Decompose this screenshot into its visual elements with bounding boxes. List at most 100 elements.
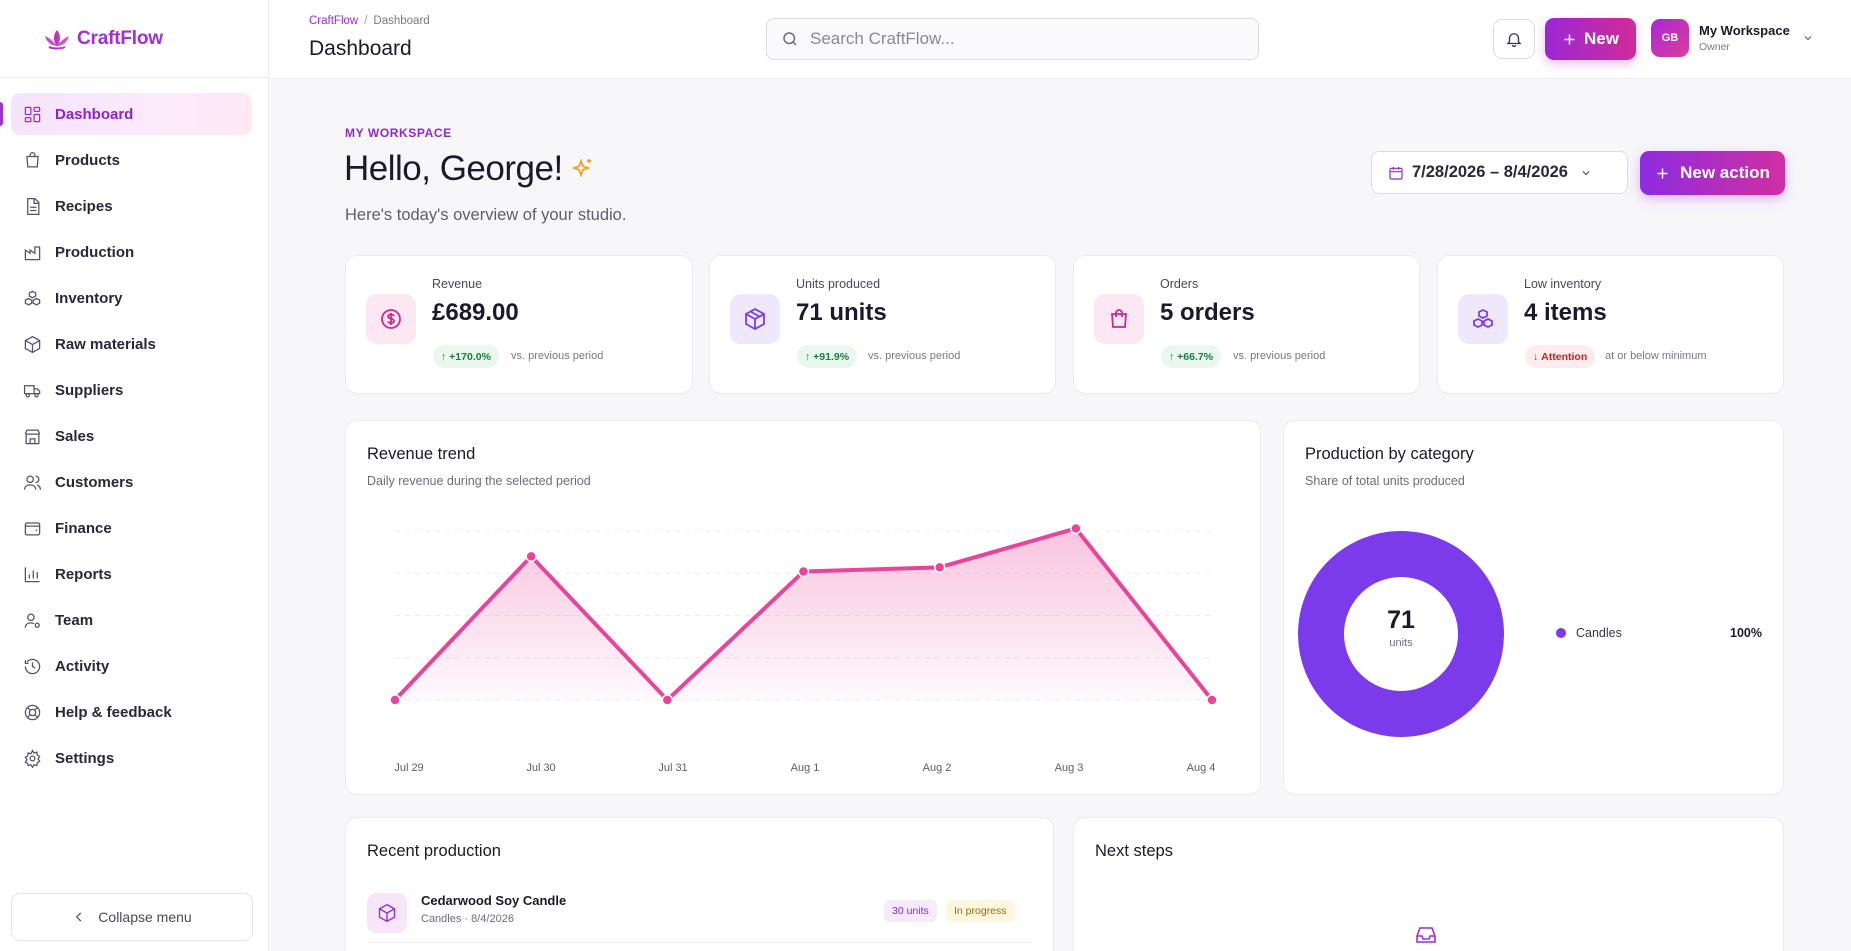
search-box[interactable] bbox=[766, 18, 1259, 60]
donut-center: 71 units bbox=[1361, 606, 1441, 649]
date-range-picker[interactable]: 7/28/2026 – 8/4/2026 bbox=[1371, 151, 1628, 194]
data-point[interactable] bbox=[797, 565, 810, 578]
workspace-role: Owner bbox=[1699, 41, 1730, 53]
bell-icon bbox=[1506, 33, 1522, 48]
legend-label: Candles bbox=[1576, 626, 1622, 640]
kpi-icon-wrap bbox=[1458, 294, 1508, 344]
data-point[interactable] bbox=[933, 561, 946, 574]
list-item[interactable]: Cedarwood Soy Candle Candles · 8/4/2026 … bbox=[367, 893, 1031, 943]
arrow-up-icon: ↑ bbox=[805, 350, 814, 363]
donut-unit: units bbox=[1389, 637, 1413, 649]
kpi-trend-badge: ↑ +91.9% bbox=[797, 345, 858, 368]
kpi-card-orders[interactable]: Orders 5 orders ↑ +66.7% vs. previous pe… bbox=[1073, 255, 1420, 394]
sidebar-item-reports[interactable]: Reports bbox=[11, 553, 252, 595]
greeting-text: Hello, George! bbox=[344, 149, 563, 188]
kpi-note: vs. previous period bbox=[1233, 350, 1326, 362]
revenue-area bbox=[395, 528, 1212, 700]
sidebar-item-suppliers[interactable]: Suppliers bbox=[11, 369, 252, 411]
inbox-icon bbox=[1416, 927, 1436, 943]
dashboard-icon bbox=[24, 106, 41, 122]
kpi-badge-text: +66.7% bbox=[1177, 350, 1214, 363]
sidebar-item-label: Settings bbox=[55, 749, 115, 767]
sidebar-item-label: Production bbox=[55, 243, 135, 261]
kpi-value: £689.00 bbox=[432, 299, 519, 326]
kpi-trend-badge: ↓ Attention bbox=[1525, 345, 1596, 368]
revenue-trend-card: Revenue trend Daily revenue during the s… bbox=[345, 420, 1261, 795]
kpi-card-revenue[interactable]: Revenue £689.00 ↑ +170.0% vs. previous p… bbox=[345, 255, 693, 394]
sidebar-nav: Dashboard Products Recipes Production In… bbox=[0, 78, 268, 779]
kpi-badge-text: +91.9% bbox=[813, 350, 850, 363]
workspace-name: My Workspace bbox=[1699, 23, 1790, 38]
kpi-icon-wrap bbox=[1094, 294, 1144, 344]
brand[interactable]: CraftFlow bbox=[0, 0, 268, 78]
production-name: Cedarwood Soy Candle bbox=[421, 893, 567, 908]
chevron-down-icon bbox=[1582, 170, 1590, 175]
sidebar-item-label: Dashboard bbox=[55, 105, 134, 123]
x-tick-label: Jul 31 bbox=[658, 762, 688, 774]
sidebar-item-team[interactable]: Team bbox=[11, 599, 252, 641]
units-badge: 30 units bbox=[884, 900, 937, 922]
kpi-badge-text: Attention bbox=[1541, 350, 1588, 363]
collapse-menu-button[interactable]: Collapse menu bbox=[11, 893, 253, 941]
breadcrumb-current: Dashboard bbox=[373, 15, 430, 27]
sidebar-item-label: Sales bbox=[55, 427, 95, 445]
legend-item: Candles 100% bbox=[1556, 626, 1762, 640]
sidebar-item-customers[interactable]: Customers bbox=[11, 461, 252, 503]
new-action-button[interactable]: New action bbox=[1640, 151, 1785, 195]
x-tick-label: Aug 2 bbox=[922, 762, 952, 774]
data-point[interactable] bbox=[1070, 522, 1082, 535]
kpi-card-low-inventory[interactable]: Low inventory 4 items ↓ Attention at or … bbox=[1437, 255, 1784, 394]
lifebuoy-icon bbox=[24, 704, 41, 720]
arrow-up-icon: ↑ bbox=[1169, 350, 1178, 363]
sidebar-item-recipes[interactable]: Recipes bbox=[11, 185, 252, 227]
kpi-value: 71 units bbox=[796, 299, 887, 326]
chevron-left-icon bbox=[76, 912, 82, 922]
search-icon bbox=[783, 32, 797, 46]
card-title: Recent production bbox=[367, 842, 501, 860]
search-input[interactable] bbox=[810, 29, 1230, 49]
donut-slice[interactable] bbox=[1298, 531, 1504, 737]
boxes-icon bbox=[1473, 308, 1493, 329]
sidebar-item-label: Recipes bbox=[55, 197, 113, 215]
sidebar-item-products[interactable]: Products bbox=[11, 139, 252, 181]
chevron-down-icon bbox=[1804, 36, 1812, 41]
status-badge: In progress bbox=[946, 900, 1015, 922]
sidebar-item-settings[interactable]: Settings bbox=[11, 737, 252, 779]
data-point[interactable] bbox=[525, 550, 537, 563]
sidebar-item-label: Inventory bbox=[55, 289, 123, 307]
production-meta: Candles · 8/4/2026 bbox=[421, 913, 514, 925]
factory-icon bbox=[24, 245, 41, 260]
kpi-label: Orders bbox=[1160, 277, 1199, 291]
notifications-button[interactable] bbox=[1493, 19, 1535, 59]
card-subtitle: Daily revenue during the selected period bbox=[367, 474, 591, 488]
greeting-subtitle: Here's today's overview of your studio. bbox=[345, 206, 627, 224]
section-eyebrow: MY WORKSPACE bbox=[345, 126, 452, 140]
sidebar-item-label: Activity bbox=[55, 657, 110, 675]
product-icon-wrap bbox=[367, 893, 407, 933]
sidebar-item-activity[interactable]: Activity bbox=[11, 645, 252, 687]
sidebar-item-finance[interactable]: Finance bbox=[11, 507, 252, 549]
arrow-up-icon: ↑ bbox=[441, 350, 450, 363]
recent-production-card: Recent production Cedarwood Soy Candle C… bbox=[345, 817, 1054, 951]
breadcrumb-link-craftflow[interactable]: CraftFlow bbox=[309, 15, 359, 27]
kpi-card-units-produced[interactable]: Units produced 71 units ↑ +91.9% vs. pre… bbox=[709, 255, 1056, 394]
sidebar-item-sales[interactable]: Sales bbox=[11, 415, 252, 457]
users-icon bbox=[23, 475, 42, 490]
sidebar-item-help-feedback[interactable]: Help & feedback bbox=[11, 691, 252, 733]
workspace-switcher[interactable]: GB My Workspace Owner bbox=[1651, 19, 1814, 57]
wallet-icon bbox=[24, 521, 41, 535]
boxes-icon bbox=[24, 290, 41, 306]
kpi-note: at or below minimum bbox=[1605, 350, 1707, 362]
sidebar-item-label: Raw materials bbox=[55, 335, 156, 353]
lotus-logo-icon bbox=[45, 29, 69, 49]
kpi-value: 5 orders bbox=[1160, 299, 1255, 326]
data-point[interactable] bbox=[389, 694, 401, 706]
sidebar-item-raw-materials[interactable]: Raw materials bbox=[11, 323, 252, 365]
collapse-menu-label: Collapse menu bbox=[98, 909, 192, 925]
new-button[interactable]: New bbox=[1545, 18, 1636, 60]
sidebar-item-inventory[interactable]: Inventory bbox=[11, 277, 252, 319]
data-point[interactable] bbox=[661, 694, 674, 706]
data-point[interactable] bbox=[1206, 694, 1218, 706]
sidebar-item-dashboard[interactable]: Dashboard bbox=[0, 93, 252, 135]
sidebar-item-production[interactable]: Production bbox=[11, 231, 252, 273]
